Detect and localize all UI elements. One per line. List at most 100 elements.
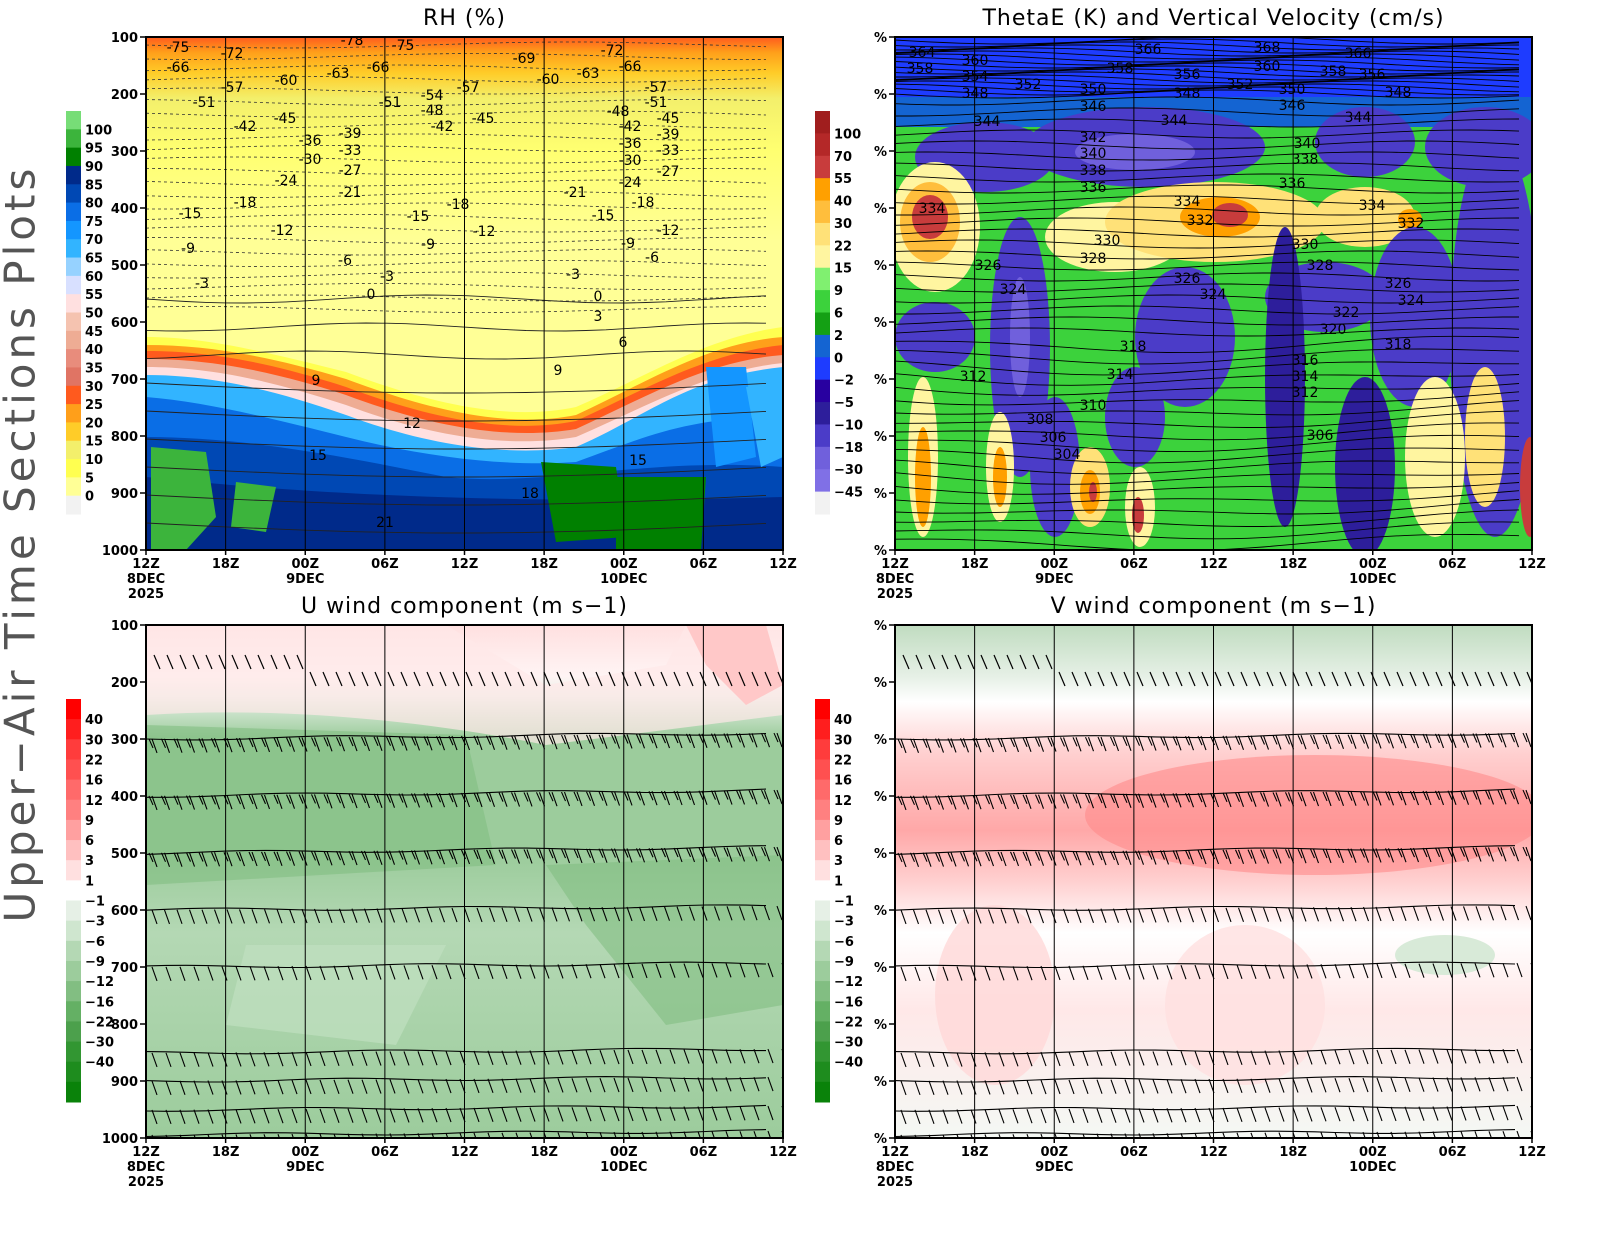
contour-label: 9 — [312, 373, 321, 389]
wind-barb — [588, 907, 596, 922]
wind-barb — [1122, 793, 1128, 804]
wind-barb — [697, 1077, 704, 1092]
wind-barb — [962, 852, 970, 867]
wind-barb — [270, 654, 278, 670]
colorbar-label: 9 — [834, 814, 843, 829]
wind-barb — [942, 1052, 949, 1067]
wind-barb — [1047, 794, 1053, 804]
rh-temperature-contour — [146, 133, 767, 141]
wind-barb — [235, 851, 242, 862]
y-tick-label: 500 — [111, 259, 138, 274]
wind-barb — [1087, 908, 1095, 923]
wind-barb — [585, 1132, 589, 1138]
wind-barb — [1292, 1107, 1299, 1122]
colorbar-swatch — [815, 424, 830, 448]
wind-barb — [1025, 908, 1032, 924]
wind-barb — [739, 1106, 746, 1121]
wind-barb — [1460, 1106, 1467, 1121]
wind-barb — [348, 736, 354, 747]
wind-barb — [426, 736, 433, 751]
wind-barb — [1390, 1106, 1397, 1122]
wind-barb — [1225, 792, 1232, 808]
rh-temperature-contour — [146, 438, 767, 450]
contour-label: 328 — [1307, 258, 1334, 274]
colorbar-swatch — [66, 779, 81, 801]
wind-barb — [1124, 1079, 1131, 1094]
wind-barb — [1087, 793, 1095, 809]
wind-barb — [277, 1051, 284, 1067]
wind-barb — [1200, 735, 1207, 751]
wind-barb — [188, 738, 196, 753]
panel-title: V wind component (m s−1) — [1051, 594, 1377, 619]
wind-barb — [423, 850, 429, 860]
wind-barb — [685, 847, 692, 858]
wind-barb — [557, 1078, 564, 1093]
wind-barb — [738, 847, 746, 862]
wind-barb — [1376, 1077, 1383, 1093]
wind-barb — [601, 791, 608, 806]
wind-barb — [1125, 793, 1132, 809]
wind-barb — [651, 791, 658, 806]
wind-barb — [277, 1133, 280, 1138]
wind-barb — [937, 909, 945, 924]
wind-barb — [459, 1132, 463, 1138]
wind-barb — [1072, 737, 1078, 747]
wind-barb — [1337, 848, 1345, 864]
wind-barb — [1337, 791, 1345, 807]
wind-barb — [1446, 963, 1453, 978]
wind-barb — [557, 1107, 564, 1122]
wind-barb — [526, 907, 533, 922]
wind-barb — [226, 852, 233, 867]
wind-barb — [710, 733, 717, 743]
colorbar-swatch — [815, 759, 830, 781]
contour-label: -66 — [167, 60, 190, 76]
colorbar-swatch — [66, 981, 81, 1002]
wind-barb — [1250, 964, 1257, 979]
wind-barb — [1009, 851, 1016, 862]
wind-barb — [1359, 848, 1366, 858]
wind-barb — [601, 734, 608, 749]
wind-barb — [998, 1134, 1001, 1138]
wind-barb — [363, 793, 371, 809]
wind-barb — [485, 849, 492, 859]
wind-barb — [1390, 963, 1397, 979]
wind-barb — [1500, 847, 1507, 862]
wind-barb — [712, 671, 720, 687]
thetae-contour — [895, 162, 1520, 172]
wind-barb — [585, 734, 592, 745]
y-tick-label: % — [874, 373, 887, 388]
contour-label: -45 — [472, 111, 495, 127]
wind-barb — [398, 736, 404, 746]
wind-barb — [1037, 737, 1045, 752]
wind-barb — [739, 963, 746, 978]
colorbar-swatch — [815, 469, 830, 493]
wind-barb — [573, 734, 579, 745]
wind-barb — [526, 792, 533, 807]
wind-barb — [403, 1079, 410, 1094]
wind-barb — [1472, 790, 1478, 800]
wind-barb — [655, 1049, 662, 1064]
wind-barb — [179, 966, 186, 981]
wind-barb — [1425, 790, 1432, 806]
y-tick-label: 400 — [111, 202, 138, 217]
wind-barb — [599, 963, 606, 979]
wind-barb — [669, 963, 676, 978]
wind-barb — [610, 734, 617, 744]
wind-barb — [1312, 848, 1320, 864]
wind-barb — [1062, 851, 1070, 866]
wind-barb — [576, 734, 583, 750]
contour-label: -33 — [657, 143, 680, 159]
colorbar-swatch — [66, 1041, 81, 1063]
wind-barb — [710, 790, 717, 800]
wind-barb — [1487, 790, 1495, 805]
wind-barb — [922, 795, 928, 805]
contour-label: -18 — [632, 195, 655, 211]
wind-barb — [1194, 1132, 1198, 1138]
wind-barb — [1325, 907, 1332, 922]
wind-barb — [1474, 1049, 1481, 1064]
wind-barb — [179, 1080, 186, 1095]
contour-label: -45 — [274, 111, 297, 127]
y-tick-label: 600 — [111, 316, 138, 331]
contour-label: 334 — [1174, 194, 1201, 210]
wind-barb — [764, 671, 772, 687]
